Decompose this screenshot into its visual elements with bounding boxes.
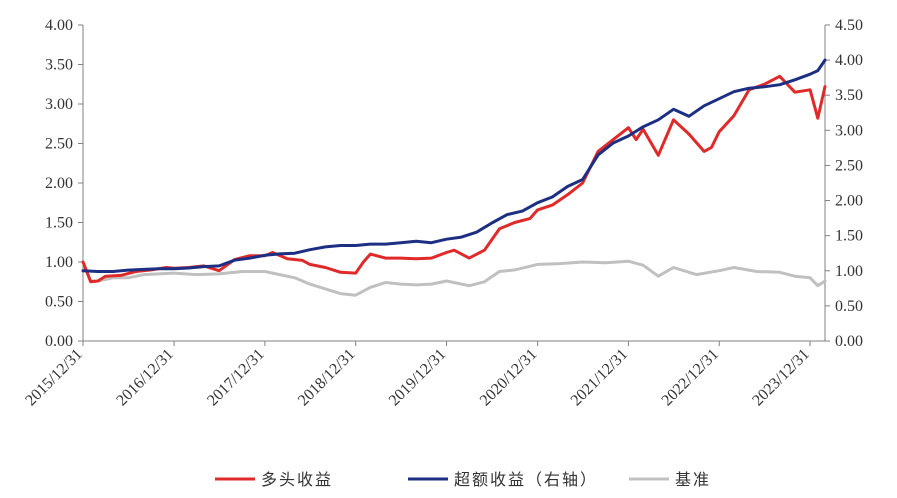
legend-label: 基准 <box>675 470 711 489</box>
left-y-tick-label: 2.00 <box>45 175 73 192</box>
series-line <box>81 58 827 273</box>
x-tick-label: 2022/12/31 <box>659 346 723 410</box>
x-tick-label: 2021/12/31 <box>568 346 632 410</box>
legend-label: 多头收益 <box>261 470 333 489</box>
left-y-tick-label: 2.50 <box>45 136 73 153</box>
right-y-tick-label: 3.00 <box>835 122 863 139</box>
axes: 0.00 0.50 1.00 1.50 2.00 2.50 3.00 3.50 4.00 0.00… <box>22 17 863 409</box>
x-tick-label: 2018/12/31 <box>295 346 359 410</box>
left-y-tick-label: 0.50 <box>45 294 73 311</box>
left-y-tick-label: 1.00 <box>45 254 73 271</box>
right-y-tick-label: 4.00 <box>835 52 863 69</box>
right-y-tick-label: 1.00 <box>835 263 863 280</box>
x-tick-label: 2016/12/31 <box>113 346 177 410</box>
x-tick-label: 2023/12/31 <box>749 346 813 410</box>
right-y-tick-label: 2.00 <box>835 193 863 210</box>
x-tick-label: 2020/12/31 <box>477 346 541 410</box>
right-y-tick-label: 3.50 <box>835 87 863 104</box>
x-tick-label: 2017/12/31 <box>204 346 268 410</box>
series-line <box>81 74 827 284</box>
left-y-tick-label: 3.50 <box>45 57 73 74</box>
right-y-tick-label: 0.50 <box>835 298 863 315</box>
series-line <box>81 259 827 297</box>
left-y-tick-label: 4.00 <box>45 17 73 34</box>
left-y-tick-label: 0.00 <box>45 333 73 350</box>
x-tick-label: 2015/12/31 <box>22 346 86 410</box>
left-y-tick-label: 3.00 <box>45 96 73 113</box>
legend-label: 超额收益（右轴） <box>454 470 598 489</box>
x-tick-label: 2019/12/31 <box>386 346 450 410</box>
left-y-tick-label: 1.50 <box>45 215 73 232</box>
right-y-tick-label: 4.50 <box>835 17 863 34</box>
legend: 多头收益 超额收益（右轴） 基准 <box>215 470 711 489</box>
right-y-tick-label: 2.50 <box>835 157 863 174</box>
right-y-tick-label: 0.00 <box>835 333 863 350</box>
series-layer <box>81 58 827 297</box>
right-y-tick-label: 1.50 <box>835 228 863 245</box>
